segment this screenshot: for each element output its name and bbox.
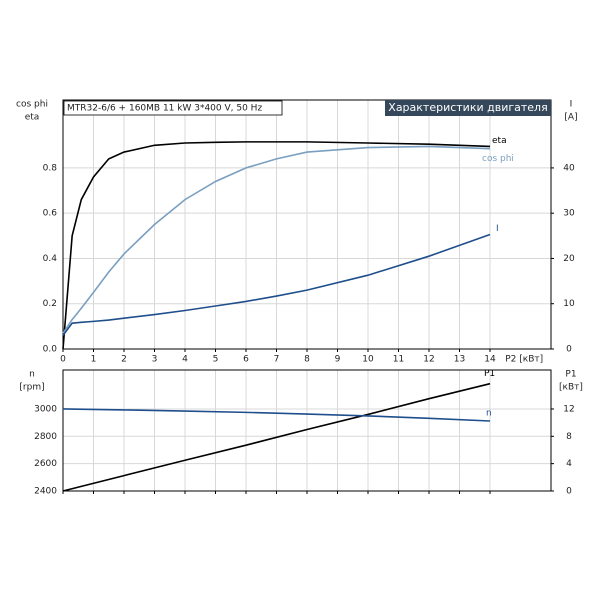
x-tick-label: 13 — [454, 355, 465, 365]
x-tick-label: 6 — [243, 355, 249, 365]
chart-title: MTR32-6/6 + 160MB 11 kW 3*400 V, 50 Hz — [67, 104, 262, 114]
y-tick-label: 2600 — [34, 459, 57, 469]
y2-tick-label: 30 — [563, 209, 575, 219]
plot-frame — [62, 99, 552, 350]
x-tick-label: 9 — [335, 355, 341, 365]
y-axis-label: [rpm] — [19, 383, 44, 393]
y-tick-label: 3000 — [34, 404, 57, 414]
y2-tick-label: 10 — [563, 299, 575, 309]
header-box — [385, 100, 551, 116]
y2-axis-label: I — [570, 100, 573, 110]
y-tick-label: 0.2 — [43, 299, 57, 309]
x-tick-label: 10 — [362, 355, 374, 365]
x-tick-label: 3 — [152, 355, 158, 365]
y-axis-label: n — [29, 370, 35, 380]
series-label: cos phi — [482, 154, 514, 164]
y2-tick-label: 0 — [566, 345, 572, 355]
y-axis-label: cos phi — [16, 100, 48, 110]
y-tick-label: 2800 — [34, 432, 57, 442]
x-tick-label: 5 — [213, 355, 219, 365]
y-tick-label: 2400 — [34, 487, 57, 497]
series-label: n — [486, 408, 492, 418]
y-tick-label: 0.8 — [43, 163, 58, 173]
x-tick-label: 2 — [121, 355, 127, 365]
y2-tick-label: 12 — [563, 404, 574, 414]
x-tick-label: 7 — [274, 355, 280, 365]
x-tick-label: 1 — [91, 355, 97, 365]
x-tick-label: 8 — [304, 355, 310, 365]
y2-axis-label: [кВт] — [559, 383, 583, 393]
y2-axis-label: P1 — [565, 370, 576, 380]
y2-tick-label: 8 — [566, 432, 572, 442]
y2-tick-label: 40 — [563, 163, 575, 173]
y2-tick-label: 4 — [566, 459, 572, 469]
series-line — [62, 141, 491, 350]
series-line — [62, 408, 491, 422]
x-tick-label: 4 — [182, 355, 188, 365]
y-axis-label: eta — [25, 113, 40, 123]
series-line — [62, 233, 491, 336]
series-line — [62, 145, 491, 334]
series-label: eta — [492, 136, 507, 146]
y-tick-label: 0.4 — [43, 254, 58, 264]
x-tick-label: 0 — [60, 355, 66, 365]
x-tick-label: 12 — [423, 355, 434, 365]
x-tick-label: 11 — [393, 355, 404, 365]
x-axis-label: P2 [кВт] — [505, 355, 543, 365]
series-label: I — [496, 224, 499, 234]
title-box — [63, 100, 283, 116]
y2-tick-label: 0 — [566, 487, 572, 497]
plot-frame — [62, 369, 552, 492]
y2-axis-label: [A] — [564, 113, 577, 123]
series-label: P1 — [484, 369, 495, 379]
x-tick-label: 14 — [484, 355, 496, 365]
y-tick-label: 0.0 — [43, 345, 58, 355]
y2-tick-label: 20 — [563, 254, 575, 264]
y-tick-label: 0.6 — [43, 209, 58, 219]
chart-subtitle: Характеристики двигателя — [388, 101, 547, 114]
series-line — [62, 382, 491, 492]
